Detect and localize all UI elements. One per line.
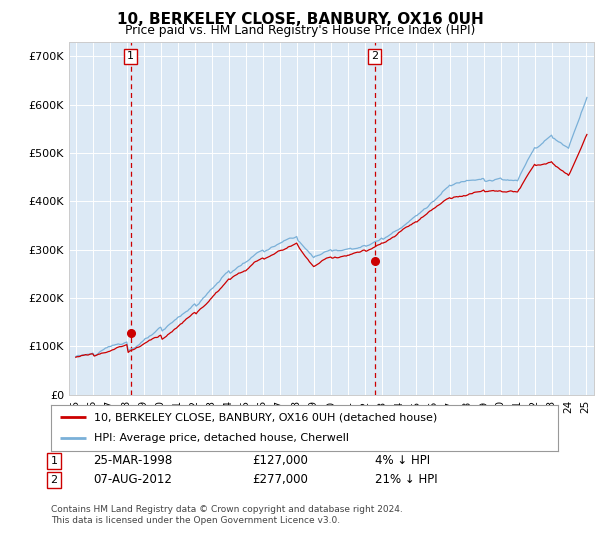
Text: 21% ↓ HPI: 21% ↓ HPI [375,473,437,487]
Text: 10, BERKELEY CLOSE, BANBURY, OX16 0UH: 10, BERKELEY CLOSE, BANBURY, OX16 0UH [116,12,484,27]
Text: 1: 1 [50,456,58,466]
Text: £127,000: £127,000 [252,454,308,468]
Text: HPI: Average price, detached house, Cherwell: HPI: Average price, detached house, Cher… [94,433,349,444]
Text: 4% ↓ HPI: 4% ↓ HPI [375,454,430,468]
Text: £277,000: £277,000 [252,473,308,487]
Text: 1: 1 [127,52,134,62]
Text: 25-MAR-1998: 25-MAR-1998 [93,454,172,468]
Text: 2: 2 [371,52,379,62]
Text: Price paid vs. HM Land Registry's House Price Index (HPI): Price paid vs. HM Land Registry's House … [125,24,475,36]
Text: Contains HM Land Registry data © Crown copyright and database right 2024.
This d: Contains HM Land Registry data © Crown c… [51,505,403,525]
Text: 10, BERKELEY CLOSE, BANBURY, OX16 0UH (detached house): 10, BERKELEY CLOSE, BANBURY, OX16 0UH (d… [94,412,437,422]
Text: 2: 2 [50,475,58,485]
Text: 07-AUG-2012: 07-AUG-2012 [93,473,172,487]
